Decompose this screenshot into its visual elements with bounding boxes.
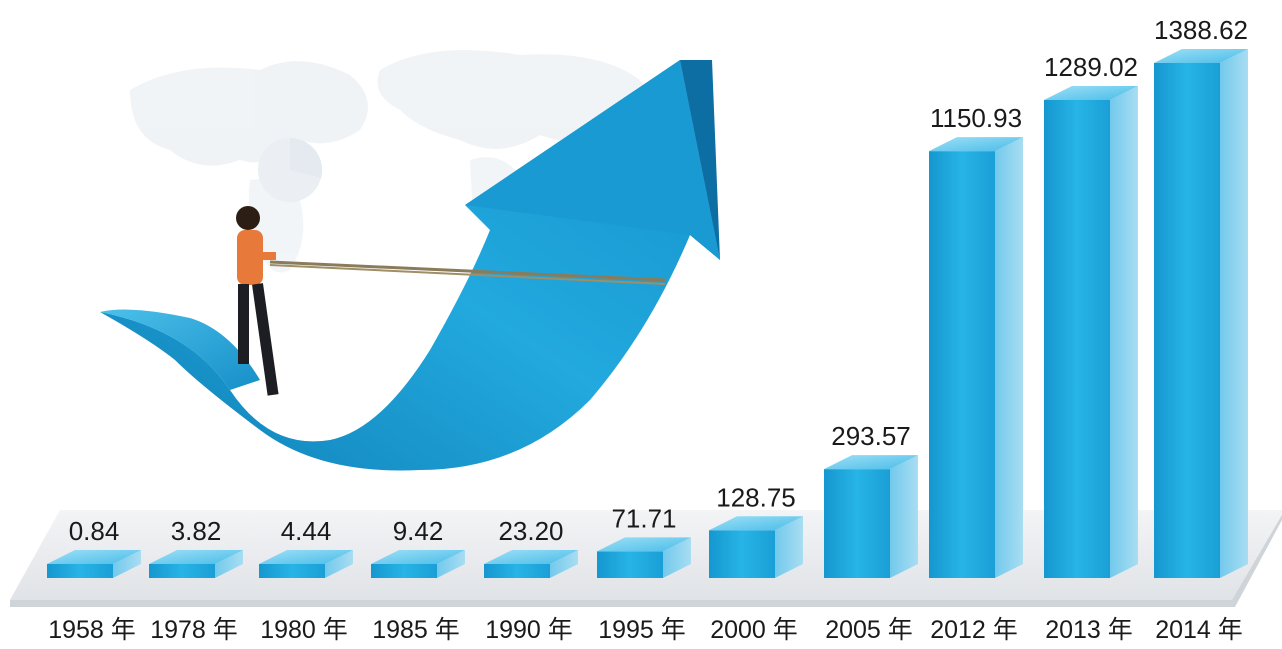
bar-front [1154, 63, 1220, 578]
data-label: 1388.62 [1154, 15, 1248, 45]
bar-8 [929, 137, 1023, 578]
data-label: 293.57 [831, 421, 911, 451]
bar-front [1044, 99, 1110, 578]
bar-front [824, 469, 890, 578]
bar-0 [47, 550, 141, 578]
bar-9 [1044, 85, 1138, 578]
bar-side [325, 550, 353, 578]
bar-top [929, 137, 1023, 152]
bar-side [1110, 85, 1138, 578]
bar-top [149, 550, 243, 564]
x-tick-label: 1980 年 [260, 616, 348, 644]
bar-top [47, 550, 141, 564]
x-tick-label: 1985 年 [372, 616, 460, 644]
bar-front [259, 564, 325, 578]
bar-top [371, 550, 465, 564]
bar-front [929, 151, 995, 578]
x-tick-label: 2000 年 [710, 616, 798, 644]
bar-side [550, 550, 578, 578]
bar-front [149, 564, 215, 578]
bar-side [890, 455, 918, 578]
data-label: 71.71 [611, 503, 676, 533]
x-tick-label: 1978 年 [150, 616, 238, 644]
bar-3 [371, 550, 465, 578]
data-label: 23.20 [498, 516, 563, 546]
bar-top [1044, 85, 1138, 100]
data-label: 1289.02 [1044, 52, 1138, 82]
bar-front [709, 530, 775, 578]
bar-side [437, 550, 465, 578]
bar-10 [1154, 49, 1248, 578]
data-label: 128.75 [716, 482, 796, 512]
data-label: 0.84 [69, 516, 120, 546]
data-label: 4.44 [281, 516, 332, 546]
x-tick-label: 1958 年 [48, 616, 136, 644]
bar-7 [824, 455, 918, 578]
bar-front [47, 564, 113, 578]
bar-4 [484, 550, 578, 578]
bar-top [824, 455, 918, 470]
person-pulling-rope-icon [236, 206, 666, 396]
bar-top [709, 516, 803, 531]
growth-arrow-icon [100, 60, 720, 471]
bar-side [663, 537, 691, 578]
data-label: 9.42 [393, 516, 444, 546]
bar-top [259, 550, 353, 564]
bars-layer: 0.84 1958 年 3.82 1978 年 4.44 1980 年 9.42 1985 年… [47, 15, 1248, 644]
bar-top [1154, 49, 1248, 63]
data-label: 1150.93 [930, 103, 1022, 133]
bar-side [1220, 49, 1248, 578]
bar-6 [709, 516, 803, 578]
bar-side [775, 516, 803, 578]
x-tick-label: 1990 年 [485, 616, 573, 644]
x-tick-label: 1995 年 [598, 616, 686, 644]
bar-front [484, 564, 550, 578]
bar-2 [259, 550, 353, 578]
bar-front [597, 551, 663, 578]
x-tick-label: 2012 年 [930, 616, 1018, 644]
x-tick-label: 2013 年 [1045, 616, 1133, 644]
data-label: 3.82 [171, 516, 222, 546]
x-tick-label: 2005 年 [825, 616, 913, 644]
x-tick-label: 2014 年 [1155, 616, 1243, 644]
bar-front [371, 564, 437, 578]
bar-top [484, 550, 578, 564]
bar-5 [597, 537, 691, 578]
bar-1 [149, 550, 243, 578]
bar-side [215, 550, 243, 578]
bar-side [995, 137, 1023, 578]
bar-side [113, 550, 141, 578]
bar-top [597, 537, 691, 552]
